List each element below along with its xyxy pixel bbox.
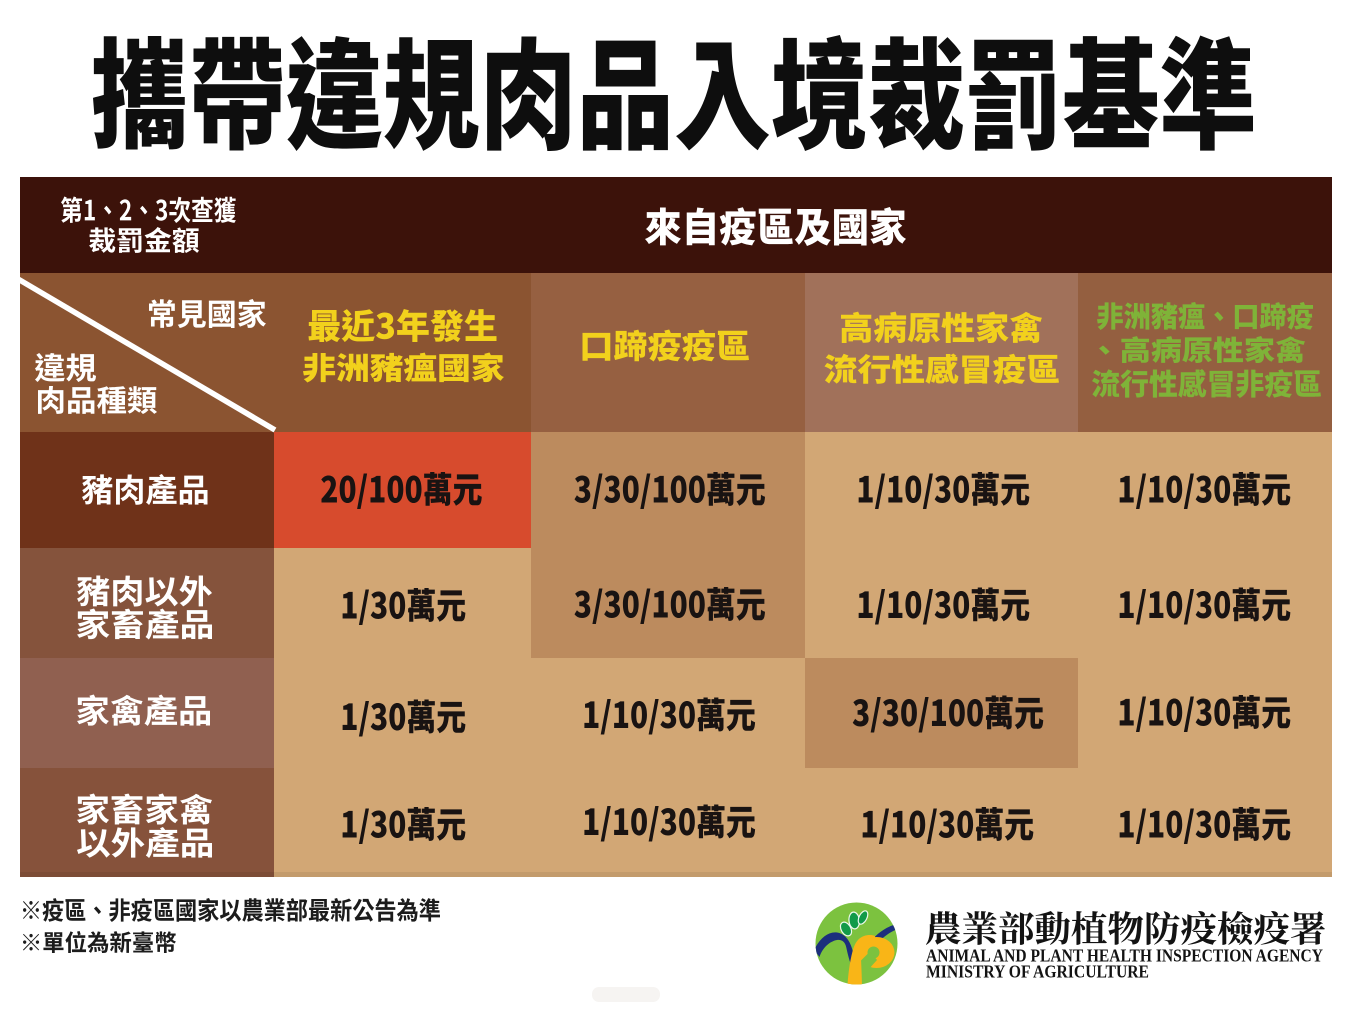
svg-text:ANIMAL AND PLANT HEALTH INSPEC: ANIMAL AND PLANT HEALTH INSPECTION AGENC… xyxy=(926,946,1323,966)
svg-text:MINISTRY OF AGRICULTURE: MINISTRY OF AGRICULTURE xyxy=(926,962,1149,982)
